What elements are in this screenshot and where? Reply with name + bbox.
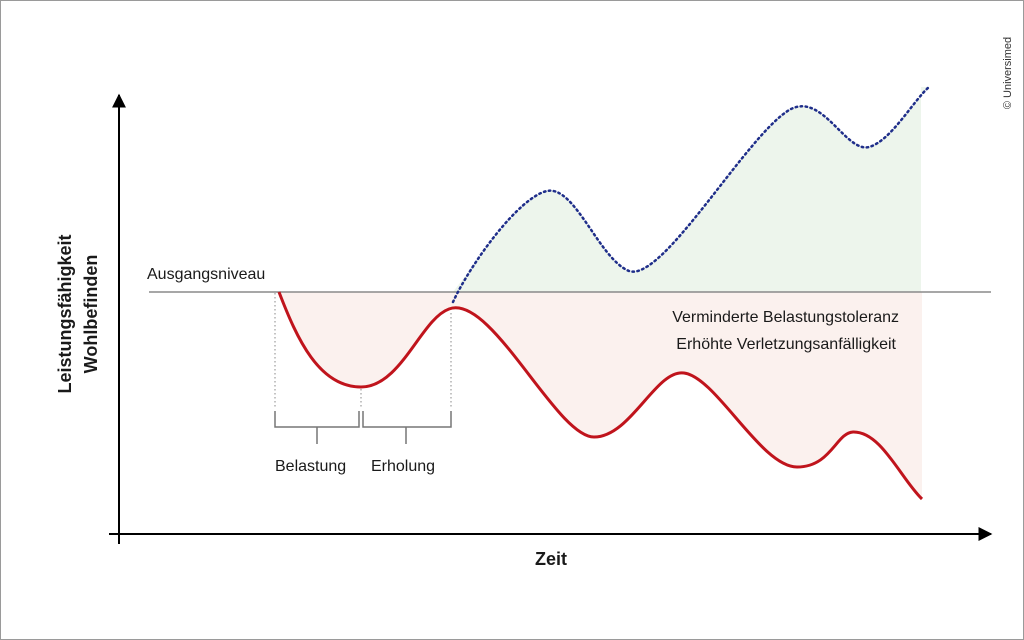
annotation-line-2: Erhöhte Verletzungsanfälligkeit xyxy=(676,336,896,353)
improvement-curve xyxy=(451,85,931,304)
phase-label-erholung: Erholung xyxy=(371,458,435,475)
y-axis-label-line2: Wohlbefinden xyxy=(81,255,101,374)
y-axis-label-line1: Leistungsfähigkeit xyxy=(55,234,75,393)
decline-area xyxy=(279,292,922,499)
decline-curve xyxy=(277,291,924,501)
improvement-area xyxy=(453,87,929,292)
phase-label-belastung: Belastung xyxy=(275,458,346,475)
bracket-erholung xyxy=(362,411,452,444)
baseline-label: Ausgangsniveau xyxy=(147,266,265,283)
bracket-belastung xyxy=(274,411,360,444)
x-axis-label: Zeit xyxy=(535,549,567,569)
annotation-line-1: Verminderte Belastungstoleranz xyxy=(672,309,899,326)
copyright-text: © Universimed xyxy=(1002,37,1014,109)
